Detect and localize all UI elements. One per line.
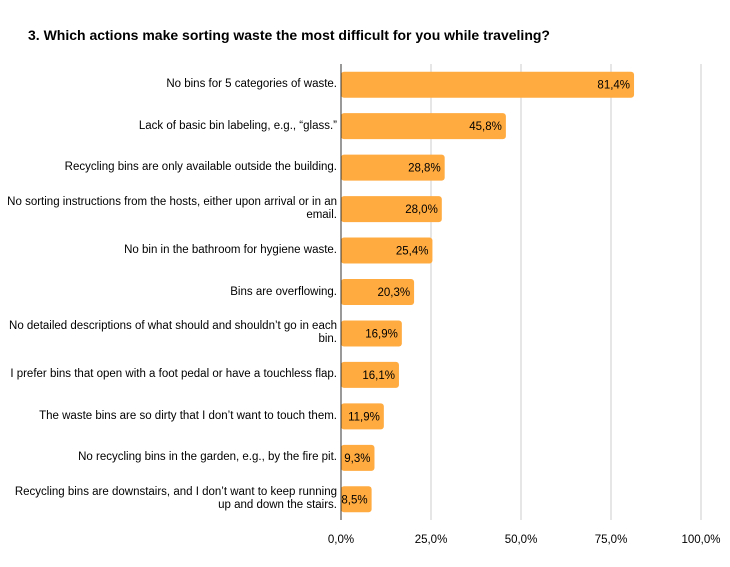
bar (341, 154, 445, 181)
category-label: I prefer bins that open with a foot peda… (10, 368, 337, 381)
bar (341, 486, 372, 513)
bar-value-label: 81,4% (597, 80, 630, 92)
category-label: Bins are overflowing. (230, 285, 337, 298)
bar-value-label: 28,8% (408, 163, 441, 175)
bar (341, 71, 635, 98)
x-tick-label: 50,0% (505, 534, 538, 546)
x-tick-label: 0,0% (328, 534, 354, 546)
category-label: No detailed descriptions of what should … (9, 320, 337, 346)
bar (341, 237, 433, 264)
bar (341, 361, 399, 388)
category-label: No bin in the bathroom for hygiene waste… (124, 244, 337, 257)
category-label: No recycling bins in the garden, e.g., b… (78, 451, 337, 464)
bar-value-label: 20,3% (377, 287, 410, 299)
x-tick-label: 75,0% (595, 534, 628, 546)
bar (341, 320, 402, 347)
bar-value-label: 16,9% (365, 328, 398, 340)
chart-title: 3. Which actions make sorting waste the … (28, 27, 550, 43)
category-label: No bins for 5 categories of waste. (166, 78, 337, 91)
bar-value-label: 28,0% (405, 204, 438, 216)
x-tick-label: 25,0% (415, 534, 448, 546)
category-label: No sorting instructions from the hosts, … (7, 196, 337, 222)
bar-value-label: 11,9% (348, 411, 380, 423)
category-label: Recycling bins are only available outsid… (64, 161, 337, 174)
bar (341, 113, 506, 140)
x-tick-label: 100,0% (681, 534, 720, 546)
bar (341, 403, 384, 430)
bar-value-label: 45,8% (469, 121, 502, 133)
category-label: Recycling bins are downstairs, and I don… (14, 486, 337, 512)
bar (341, 196, 442, 223)
bar (341, 279, 415, 305)
bar-value-label: 9,3% (344, 453, 370, 465)
bar-value-label: 16,1% (362, 370, 395, 382)
bar (341, 444, 375, 471)
bar-value-label: 25,4% (396, 246, 429, 258)
category-label: The waste bins are so dirty that I don’t… (39, 409, 337, 422)
bar-value-label: 8,5% (341, 494, 367, 506)
category-label: Lack of basic bin labeling, e.g., “glass… (138, 119, 337, 132)
